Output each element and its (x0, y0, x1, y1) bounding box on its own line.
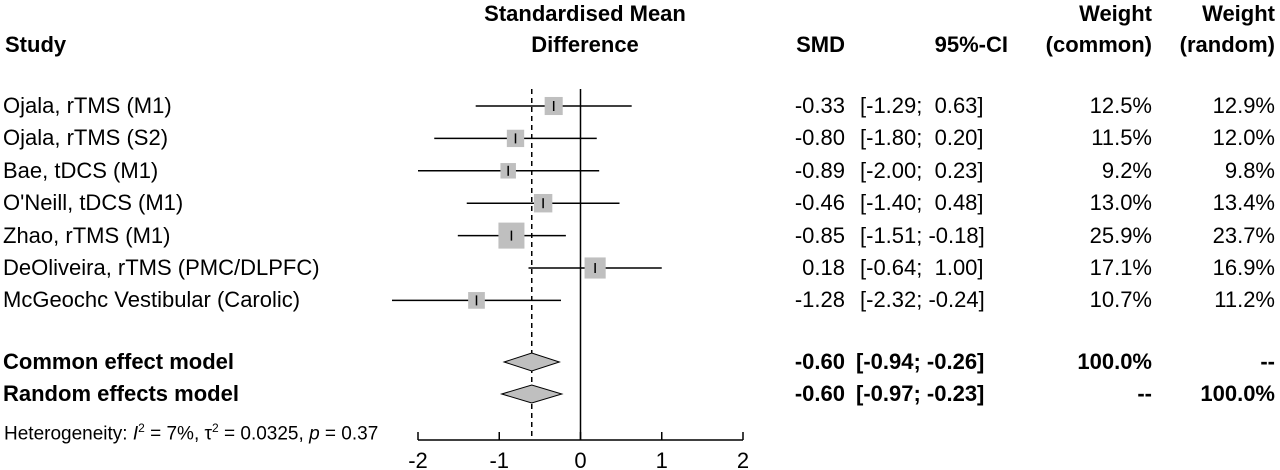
ci-value: [-2.32; -0.24] (860, 287, 985, 313)
ci-value: [-2.00; 0.23] (860, 157, 984, 183)
pooled-smd-value: -0.60 (794, 349, 845, 374)
smd-value: -0.85 (794, 222, 845, 248)
ci-value: [-1.51; -0.18] (860, 222, 985, 248)
header-smd: SMD (796, 32, 845, 57)
weight-common-value: 17.1% (1089, 255, 1152, 280)
header-study: Study (5, 32, 67, 57)
smd-value: 0.18 (802, 255, 845, 280)
header-weight-random-line1: Weight (1202, 1, 1275, 26)
ci-value: [-0.64; 1.00] (860, 255, 984, 280)
weight-common-value: 25.9% (1089, 222, 1152, 248)
x-tick-label: -1 (489, 448, 509, 470)
smd-value: -0.46 (794, 190, 845, 216)
study-label: DeOliveira, rTMS (PMC/DLPFC) (3, 255, 320, 280)
heterogeneity-text: Heterogeneity: I2 = 7%, τ2 = 0.0325, p =… (4, 421, 379, 445)
x-tick-label: -2 (408, 448, 428, 470)
ci-value: [-1.80; 0.20] (860, 125, 984, 151)
weight-random-value: 12.9% (1212, 93, 1275, 118)
study-label: Ojala, rTMS (S2) (3, 125, 169, 151)
header-ci: 95%-CI (934, 32, 1008, 57)
pooled-weight-random: 100.0% (1200, 381, 1275, 406)
weight-random-value: 12.0% (1212, 125, 1275, 151)
x-tick-label: 2 (737, 448, 749, 470)
smd-value: -0.33 (794, 93, 845, 118)
weight-random-value: 9.8% (1224, 157, 1275, 183)
pooled-diamond (502, 352, 561, 372)
pooled-diamond (499, 384, 564, 404)
ci-value: [-1.29; 0.63] (860, 93, 984, 118)
header-weight-common-line1: Weight (1079, 1, 1152, 26)
pooled-model-label: Random effects model (3, 381, 239, 406)
weight-random-value: 16.9% (1212, 255, 1275, 280)
pooled-model-label: Common effect model (3, 349, 235, 374)
weight-random-value: 23.7% (1212, 222, 1275, 248)
ci-value: [-1.40; 0.48] (860, 190, 984, 216)
pooled-smd-value: -0.60 (794, 381, 845, 406)
pooled-ci-value: [-0.97; -0.23] (856, 381, 985, 406)
smd-value: -1.28 (794, 287, 845, 313)
weight-common-value: 13.0% (1089, 190, 1152, 216)
header-smd-line2: Difference (531, 32, 639, 57)
x-tick-label: 1 (656, 448, 668, 470)
weight-common-value: 11.5% (1091, 125, 1152, 151)
pooled-weight-random: -- (1260, 349, 1275, 374)
smd-value: -0.89 (794, 157, 845, 183)
x-tick-label: 0 (574, 448, 586, 470)
header-smd-line1: Standardised Mean (484, 1, 686, 26)
smd-value: -0.80 (794, 125, 845, 151)
study-label: O'Neill, tDCS (M1) (3, 190, 184, 216)
study-label: Zhao, rTMS (M1) (3, 222, 171, 248)
weight-random-value: 13.4% (1212, 190, 1275, 216)
pooled-weight-common: 100.0% (1077, 349, 1152, 374)
pooled-ci-value: [-0.94; -0.26] (856, 349, 985, 374)
study-label: McGeochc Vestibular (Carolic) (3, 287, 301, 313)
study-label: Ojala, rTMS (M1) (3, 93, 172, 118)
study-label: Bae, tDCS (M1) (3, 157, 159, 183)
header-weight-common-line2: (common) (1045, 32, 1152, 57)
weight-random-value: 11.2% (1214, 287, 1275, 313)
header-weight-random-line2: (random) (1179, 32, 1275, 57)
pooled-weight-common: -- (1137, 381, 1152, 406)
weight-common-value: 9.2% (1101, 157, 1152, 183)
weight-common-value: 10.7% (1089, 287, 1152, 313)
weight-common-value: 12.5% (1089, 93, 1152, 118)
